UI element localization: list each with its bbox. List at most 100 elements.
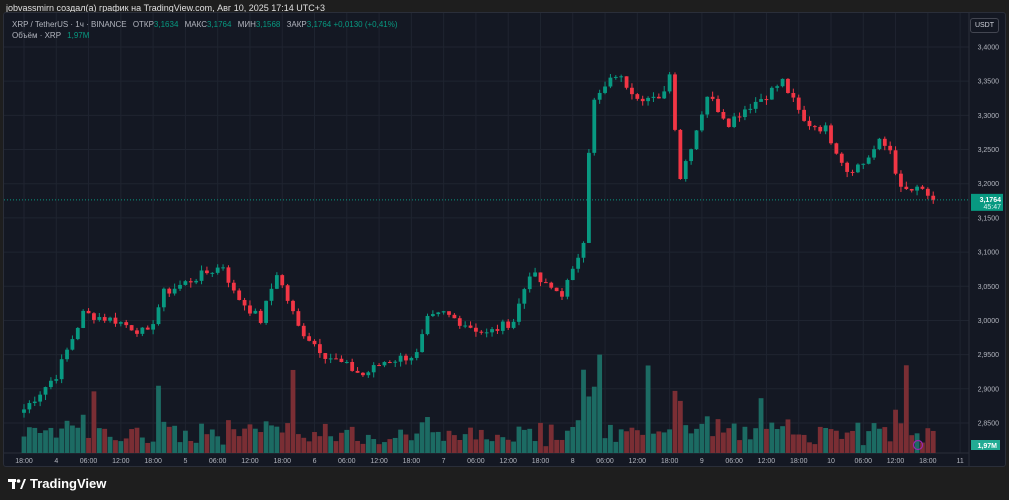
price-tick-label: 3,2500 xyxy=(978,147,1000,154)
candle-body xyxy=(75,327,80,340)
volume-bar xyxy=(758,398,764,453)
volume-bar xyxy=(301,437,307,453)
volume-bar xyxy=(285,423,291,453)
volume-bar xyxy=(688,433,694,453)
volume-bar xyxy=(193,442,199,453)
volume-bar xyxy=(780,426,785,453)
volume-bar xyxy=(360,443,366,453)
volume-bar xyxy=(53,437,59,453)
candle-body xyxy=(877,138,882,150)
candle-body xyxy=(457,318,462,326)
volume-bar xyxy=(645,365,651,453)
volume-bar xyxy=(398,429,403,453)
volume-legend-label[interactable]: Объём · XRP xyxy=(12,31,61,40)
candle-body xyxy=(215,267,220,273)
candle-body xyxy=(361,372,365,376)
volume-badge-value: 1,97M xyxy=(978,443,998,450)
volume-bar xyxy=(737,440,742,453)
price-tick-label: 3,3000 xyxy=(978,113,1000,120)
volume-bar xyxy=(747,439,753,453)
volume-bar xyxy=(893,409,898,453)
symbol-label[interactable]: XRP / TetherUS · 1ч · BINANCE xyxy=(12,20,127,29)
volume-bar xyxy=(204,434,210,453)
price-chart[interactable]: 3,4000 3,3500 3,3000 3,2500 3,2000 3,1500 3,10… xyxy=(4,13,1006,467)
time-tick-label: 18:00 xyxy=(532,458,550,465)
volume-bar xyxy=(231,429,237,453)
volume-bar xyxy=(226,420,231,453)
volume-bar xyxy=(790,434,796,453)
volume-bar xyxy=(543,446,549,453)
volume-bar xyxy=(516,426,522,453)
time-tick-label: 12:00 xyxy=(112,458,130,465)
time-tick-label: 06:00 xyxy=(467,458,485,465)
candle-body xyxy=(344,361,349,363)
candle-body xyxy=(226,267,231,283)
candle-body xyxy=(355,370,360,373)
volume-bar xyxy=(107,436,113,453)
volume-bar xyxy=(618,429,624,453)
currency-button[interactable]: USDT xyxy=(969,18,999,33)
volume-bar xyxy=(478,429,484,453)
countdown-value: 45:47 xyxy=(983,204,1001,211)
price-tick-label: 3,1500 xyxy=(978,215,1000,222)
candle-body xyxy=(581,242,586,258)
volume-bar xyxy=(807,442,812,453)
volume-bar xyxy=(333,441,339,453)
volume-bar xyxy=(608,424,613,453)
candle-body xyxy=(769,87,774,100)
volume-bar xyxy=(656,431,662,453)
volume-bar xyxy=(441,440,447,453)
candle-body xyxy=(732,116,737,127)
volume-bar xyxy=(258,432,264,453)
price-tick-label: 3,0000 xyxy=(978,318,1000,325)
candle-body xyxy=(764,99,769,101)
time-tick-label: 06:00 xyxy=(855,458,873,465)
candle-body xyxy=(350,361,355,371)
candle-body xyxy=(872,149,876,158)
candle-body xyxy=(775,86,780,88)
volume-bar xyxy=(651,433,656,453)
candle-body xyxy=(32,401,37,404)
candle-body xyxy=(780,78,785,87)
chart-panel[interactable]: XRP / TetherUS · 1ч · BINANCE ОТКР3,1634… xyxy=(3,12,1006,467)
candle-body xyxy=(452,314,457,319)
candle-body xyxy=(269,288,274,301)
price-tick-label: 3,0500 xyxy=(978,284,1000,291)
volume-bar xyxy=(871,423,877,453)
candle-body xyxy=(172,288,177,294)
volume-bar xyxy=(317,436,323,453)
time-tick-label: 12:00 xyxy=(241,458,259,465)
volume-bar xyxy=(382,442,387,453)
volume-bar xyxy=(726,428,732,453)
candle-body xyxy=(296,311,301,326)
volume-bar xyxy=(446,430,452,453)
candle-body xyxy=(603,86,607,93)
volume-bar xyxy=(742,426,748,453)
candle-body xyxy=(301,325,306,337)
volume-bar xyxy=(188,440,194,453)
tradingview-logo[interactable]: TradingView xyxy=(8,476,106,491)
volume-bar xyxy=(86,437,91,453)
candle-body xyxy=(59,359,64,380)
volume-bar xyxy=(177,442,183,453)
volume-bar xyxy=(32,427,38,453)
candle-body xyxy=(242,299,247,306)
volume-bar xyxy=(920,442,925,453)
volume-bar xyxy=(484,439,490,453)
candle-body xyxy=(38,394,43,402)
volume-bar xyxy=(172,425,178,453)
volume-bar xyxy=(564,430,570,453)
low-value: 3,1568 xyxy=(255,20,281,29)
volume-bar xyxy=(495,434,500,453)
price-tick-label: 3,4000 xyxy=(978,45,1000,52)
volume-bar xyxy=(371,439,377,453)
volume-legend-value: 1,97M xyxy=(67,31,90,40)
candle-body xyxy=(205,270,209,274)
volume-bar xyxy=(914,433,920,453)
candle-body xyxy=(608,77,613,87)
candle-body xyxy=(490,329,494,333)
lightning-event-icon[interactable] xyxy=(912,439,924,451)
candle-body xyxy=(635,94,640,99)
candle-body xyxy=(140,327,145,334)
candle-body xyxy=(183,281,188,285)
